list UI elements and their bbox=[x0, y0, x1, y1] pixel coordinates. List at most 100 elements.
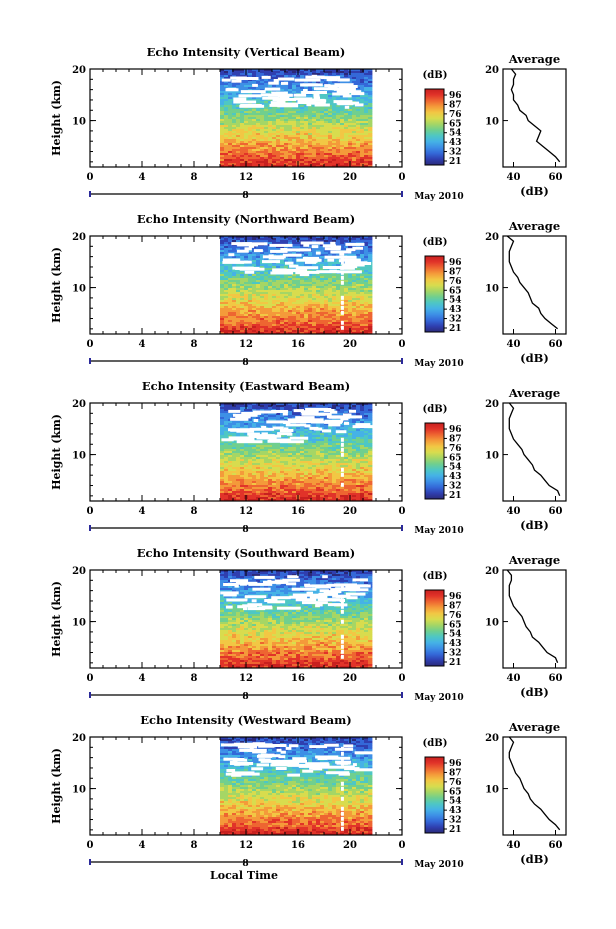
x-tick-label: 20 bbox=[343, 506, 357, 517]
colorbar-unit: (dB) bbox=[423, 404, 448, 415]
colorbar-tick-label: 32 bbox=[449, 816, 462, 826]
colorbar-unit: (dB) bbox=[423, 738, 448, 749]
day-label: 8 bbox=[242, 859, 248, 869]
x-tick-label: 4 bbox=[139, 673, 146, 684]
avg-x-tick-label: 60 bbox=[549, 840, 563, 851]
main-axes: 0 4 8 12 16 20 0 10 20 Height (km) bbox=[50, 733, 406, 851]
average-profile: Average 10 20 40 60(dB) bbox=[485, 386, 567, 532]
panel-title: Echo Intensity (Eastward Beam) bbox=[142, 379, 350, 393]
x-tick-label: 4 bbox=[139, 840, 146, 851]
x-tick-label: 0 bbox=[399, 840, 406, 851]
echo-heatmap bbox=[220, 403, 374, 502]
x-tick-label: 20 bbox=[343, 840, 357, 851]
colorbar-unit: (dB) bbox=[423, 70, 448, 81]
avg-y-tick-label: 10 bbox=[485, 284, 499, 295]
date-axis: 8 May 2010 bbox=[89, 859, 464, 870]
y-tick-label: 20 bbox=[72, 566, 86, 577]
avg-y-tick-label: 20 bbox=[485, 566, 499, 577]
colorbar-unit: (dB) bbox=[423, 571, 448, 582]
avg-x-tick-label: 40 bbox=[507, 506, 521, 517]
colorbar-tick-label: 32 bbox=[449, 649, 462, 659]
colorbar-tick-label: 65 bbox=[449, 453, 462, 463]
colorbar-tick-label: 43 bbox=[449, 639, 462, 649]
x-tick-label: 8 bbox=[191, 673, 198, 684]
x-tick-label: 8 bbox=[191, 339, 198, 350]
colorbar-tick-label: 65 bbox=[449, 286, 462, 296]
x-tick-label: 12 bbox=[239, 673, 253, 684]
x-axis-label: Local Time bbox=[210, 869, 278, 882]
x-tick-label: 0 bbox=[87, 506, 94, 517]
avg-y-tick-label: 10 bbox=[485, 618, 499, 629]
echo-heatmap bbox=[220, 236, 373, 335]
colorbar-tick-label: 76 bbox=[449, 444, 462, 454]
x-tick-label: 12 bbox=[239, 172, 253, 183]
colorbar-tick-label: 43 bbox=[449, 472, 462, 482]
avg-x-tick-label: 60 bbox=[549, 506, 563, 517]
avg-y-tick-label: 10 bbox=[485, 117, 499, 128]
colorbar-tick-label: 96 bbox=[449, 425, 462, 435]
colorbar-tick-label: 65 bbox=[449, 787, 462, 797]
colorbar-tick-label: 87 bbox=[449, 601, 462, 611]
x-tick-label: 0 bbox=[399, 172, 406, 183]
panel-1: Echo Intensity (Vertical Beam)0 4 8 12 16 20 0… bbox=[50, 45, 567, 202]
average-profile: Average 10 20 40 60(dB) bbox=[485, 52, 567, 198]
colorbar-tick-label: 43 bbox=[449, 305, 462, 315]
colorbar-tick-label: 54 bbox=[449, 797, 462, 807]
colorbar-tick-label: 21 bbox=[449, 825, 462, 835]
colorbar-tick-label: 87 bbox=[449, 100, 462, 110]
average-profile-line bbox=[508, 736, 561, 831]
avg-y-tick-label: 10 bbox=[485, 785, 499, 796]
x-tick-label: 0 bbox=[87, 339, 94, 350]
colorbar-tick-label: 21 bbox=[449, 658, 462, 668]
avg-x-label: (dB) bbox=[520, 685, 549, 699]
avg-y-tick-label: 20 bbox=[485, 65, 499, 76]
y-tick-label: 10 bbox=[72, 451, 86, 462]
y-tick-label: 10 bbox=[72, 117, 86, 128]
x-tick-label: 12 bbox=[239, 339, 253, 350]
x-tick-label: 4 bbox=[139, 339, 146, 350]
panel-3: Echo Intensity (Eastward Beam)0 4 8 12 16 20 0… bbox=[50, 379, 567, 536]
y-axis-label: Height (km) bbox=[50, 748, 63, 824]
y-tick-label: 10 bbox=[72, 785, 86, 796]
avg-y-tick-label: 20 bbox=[485, 232, 499, 243]
date-label: May 2010 bbox=[414, 359, 463, 369]
colorbar-tick-label: 76 bbox=[449, 611, 462, 621]
colorbar-tick-label: 76 bbox=[449, 778, 462, 788]
colorbar-tick-label: 65 bbox=[449, 620, 462, 630]
colorbar-tick-label: 96 bbox=[449, 258, 462, 268]
x-tick-label: 12 bbox=[239, 840, 253, 851]
y-tick-label: 10 bbox=[72, 618, 86, 629]
avg-y-tick-label: 20 bbox=[485, 733, 499, 744]
colorbar-unit: (dB) bbox=[423, 237, 448, 248]
avg-x-tick-label: 60 bbox=[549, 673, 563, 684]
avg-x-tick-label: 40 bbox=[507, 673, 521, 684]
average-profile-line bbox=[510, 68, 561, 163]
x-tick-label: 0 bbox=[87, 840, 94, 851]
colorbar-tick-label: 96 bbox=[449, 592, 462, 602]
panel-4: Echo Intensity (Southward Beam) 0 4 8 12 16 20… bbox=[50, 546, 567, 703]
x-tick-label: 0 bbox=[399, 506, 406, 517]
panel-5: Echo Intensity (Westward Beam)0 4 8 12 16 20 0… bbox=[50, 713, 567, 870]
colorbar-tick-label: 87 bbox=[449, 434, 462, 444]
avg-x-tick-label: 60 bbox=[549, 172, 563, 183]
panel-2: Echo Intensity (Northward Beam) 0 4 8 12 16 20… bbox=[50, 212, 567, 369]
x-tick-label: 8 bbox=[191, 506, 198, 517]
y-tick-label: 20 bbox=[72, 65, 86, 76]
average-profile-line bbox=[506, 569, 559, 664]
avg-x-tick-label: 40 bbox=[507, 172, 521, 183]
y-tick-label: 10 bbox=[72, 284, 86, 295]
colorbar-tick-label: 87 bbox=[449, 267, 462, 277]
day-label: 8 bbox=[242, 358, 248, 368]
y-tick-label: 20 bbox=[72, 733, 86, 744]
date-axis: 8 May 2010 bbox=[89, 358, 464, 369]
colorbar-tick-label: 96 bbox=[449, 759, 462, 769]
average-profile-line bbox=[508, 402, 561, 497]
avg-x-label: (dB) bbox=[520, 351, 549, 365]
echo-heatmap bbox=[220, 737, 378, 836]
main-axes: 0 4 8 12 16 20 0 10 20 Height (km) bbox=[50, 232, 406, 350]
day-label: 8 bbox=[242, 692, 248, 702]
